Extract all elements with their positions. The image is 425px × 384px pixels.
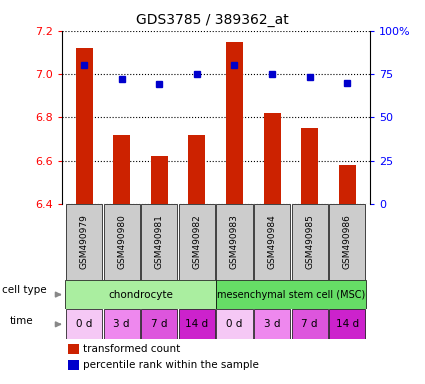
Bar [141, 310, 177, 339]
Bar [141, 204, 177, 280]
Bar [113, 135, 130, 204]
Bar [215, 280, 366, 310]
Bar [66, 204, 102, 280]
Text: GDS3785 / 389362_at: GDS3785 / 389362_at [136, 13, 289, 27]
Bar [226, 41, 243, 204]
Bar [151, 156, 168, 204]
Bar [254, 310, 290, 339]
Bar [292, 310, 328, 339]
Bar [188, 135, 205, 204]
Bar [65, 280, 215, 310]
Text: GSM490982: GSM490982 [193, 214, 201, 269]
Text: time: time [9, 316, 33, 326]
Text: 3 d: 3 d [113, 319, 130, 329]
Text: 0 d: 0 d [226, 319, 243, 329]
Text: GSM490983: GSM490983 [230, 214, 239, 269]
Bar [68, 344, 79, 354]
Bar [292, 204, 328, 280]
Bar [264, 113, 280, 204]
Text: 14 d: 14 d [185, 319, 208, 329]
Text: 0 d: 0 d [76, 319, 92, 329]
Bar [329, 310, 365, 339]
Text: GSM490979: GSM490979 [79, 214, 89, 269]
Bar [104, 204, 140, 280]
Text: GSM490980: GSM490980 [117, 214, 126, 269]
Bar [179, 204, 215, 280]
Bar [254, 204, 290, 280]
Text: 3 d: 3 d [264, 319, 280, 329]
Text: transformed count: transformed count [83, 344, 181, 354]
Bar [66, 310, 102, 339]
Text: GSM490986: GSM490986 [343, 214, 352, 269]
Text: 7 d: 7 d [151, 319, 167, 329]
Bar [329, 204, 365, 280]
Bar [76, 48, 93, 204]
Text: mesenchymal stem cell (MSC): mesenchymal stem cell (MSC) [217, 290, 365, 300]
Bar [216, 310, 252, 339]
Text: 14 d: 14 d [336, 319, 359, 329]
Text: cell type: cell type [2, 285, 47, 295]
Bar [104, 310, 140, 339]
Text: GSM490985: GSM490985 [305, 214, 314, 269]
Text: percentile rank within the sample: percentile rank within the sample [83, 360, 259, 370]
Bar [68, 360, 79, 370]
Bar [339, 165, 356, 204]
Text: 7 d: 7 d [301, 319, 318, 329]
Bar [216, 204, 252, 280]
Text: GSM490981: GSM490981 [155, 214, 164, 269]
Text: GSM490984: GSM490984 [268, 214, 277, 269]
Bar [301, 128, 318, 204]
Text: chondrocyte: chondrocyte [108, 290, 173, 300]
Bar [179, 310, 215, 339]
